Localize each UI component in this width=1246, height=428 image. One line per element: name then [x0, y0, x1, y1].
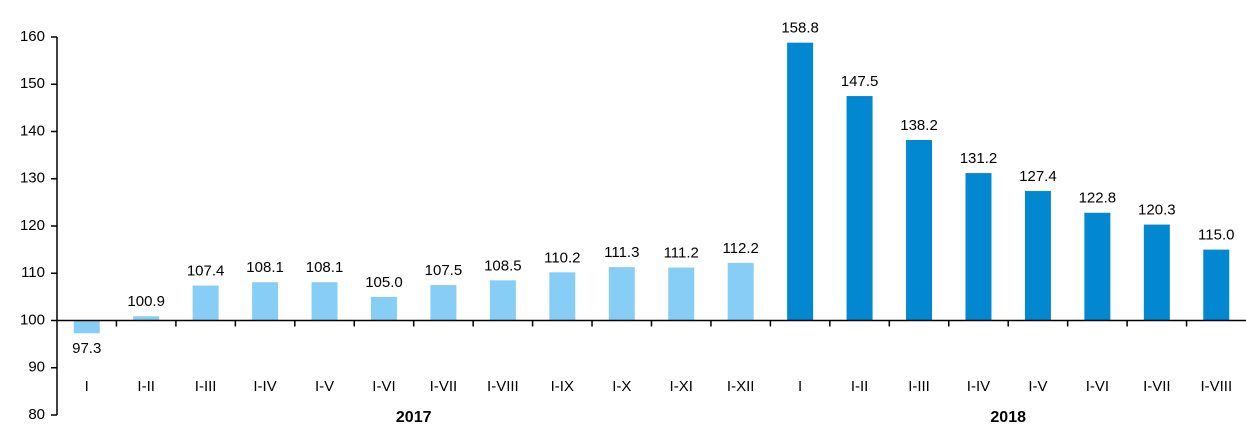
bar — [370, 296, 397, 321]
x-tick-label: I-V — [315, 378, 334, 395]
year-label: 2018 — [990, 409, 1026, 426]
value-label: 122.8 — [1079, 190, 1117, 207]
x-tick-label: I-VIII — [487, 378, 519, 395]
value-label: 111.3 — [604, 244, 639, 261]
x-tick-label: I-II — [137, 378, 155, 395]
value-label: 108.1 — [246, 259, 284, 276]
bar — [846, 96, 873, 321]
bar — [1203, 249, 1230, 321]
bar — [549, 272, 576, 321]
year-label: 2017 — [396, 409, 432, 426]
bar — [1084, 212, 1111, 321]
value-label: 100.9 — [127, 293, 165, 310]
x-tick-label: I-X — [612, 378, 631, 395]
x-tick-label: I-VI — [1086, 378, 1109, 395]
value-label: 107.5 — [425, 262, 463, 279]
bar — [311, 282, 338, 321]
x-tick-label: I — [85, 378, 89, 395]
x-tick-label: I-XI — [670, 378, 693, 395]
bar — [608, 267, 635, 321]
value-label: 158.8 — [781, 20, 819, 37]
y-tick-label: 110 — [21, 264, 45, 281]
bar — [1143, 224, 1170, 321]
bar — [1024, 191, 1051, 321]
value-label: 115.0 — [1198, 227, 1234, 244]
value-label: 127.4 — [1019, 168, 1057, 185]
y-tick-label: 150 — [20, 75, 45, 92]
x-tick-label: I-IX — [551, 378, 574, 395]
y-tick-label: 120 — [20, 217, 45, 234]
x-tick-label: I-IV — [253, 378, 276, 395]
bar — [489, 280, 516, 321]
bar — [430, 285, 457, 321]
bar — [192, 285, 219, 321]
value-label: 120.3 — [1138, 202, 1176, 219]
x-tick-label: I-VIII — [1200, 378, 1232, 395]
bar — [965, 173, 992, 321]
x-tick-label: I-III — [908, 378, 930, 395]
y-tick-label: 140 — [20, 122, 45, 139]
bar — [668, 267, 695, 321]
y-tick-label: 80 — [28, 406, 45, 423]
bar — [133, 316, 160, 321]
x-tick-label: I-XII — [727, 378, 755, 395]
y-tick-label: 90 — [28, 359, 45, 376]
value-label: 105.0 — [365, 274, 403, 291]
bar — [252, 282, 279, 321]
value-label: 107.4 — [187, 263, 225, 280]
bar — [906, 140, 933, 321]
bar — [787, 42, 814, 321]
value-label: 147.5 — [841, 73, 879, 90]
value-label: 97.3 — [72, 340, 101, 357]
x-tick-label: I-IV — [967, 378, 990, 395]
x-tick-label: I-II — [851, 378, 869, 395]
x-tick-label: I-III — [195, 378, 217, 395]
value-label: 112.2 — [722, 240, 758, 257]
value-label: 108.1 — [306, 259, 344, 276]
x-tick-label: I-VI — [372, 378, 395, 395]
value-label: 108.5 — [484, 257, 522, 274]
y-tick-label: 100 — [20, 311, 45, 328]
bar — [73, 320, 100, 334]
y-tick-label: 130 — [20, 170, 45, 187]
x-tick-label: I-VII — [430, 378, 458, 395]
value-label: 110.2 — [544, 249, 580, 266]
bar — [727, 262, 754, 321]
y-tick-label: 160 — [20, 28, 45, 45]
value-label: 111.2 — [664, 245, 699, 262]
value-label: 131.2 — [960, 150, 998, 167]
x-tick-label: I — [798, 378, 802, 395]
value-label: 138.2 — [900, 117, 938, 134]
x-tick-label: I-VII — [1143, 378, 1171, 395]
x-tick-label: I-V — [1028, 378, 1047, 395]
